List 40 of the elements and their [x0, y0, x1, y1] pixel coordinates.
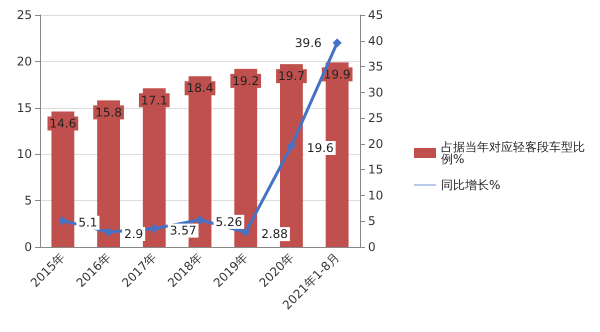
data-label: 3.57: [170, 224, 197, 238]
data-label: 18.4: [186, 81, 214, 96]
y-tick-label: 15: [16, 100, 32, 115]
bar: [142, 88, 166, 247]
point: [58, 216, 68, 226]
point: [332, 38, 342, 48]
data-label: 14.6: [50, 116, 76, 131]
data-label: 39.6: [294, 36, 322, 50]
data-label: 19.6: [306, 140, 334, 155]
data-label: 2.88: [261, 227, 288, 242]
bar: [51, 112, 74, 247]
y2-tick-label: 45: [368, 8, 384, 22]
y-tick-label: 5: [24, 194, 32, 208]
y2-tick-label: 0: [368, 240, 376, 254]
data-label: 15.8: [95, 105, 122, 120]
y2-tick-label: 10: [368, 188, 384, 202]
y2-tick-label: 15: [368, 162, 384, 177]
data-label: 19.2: [232, 74, 260, 88]
y2-tick-label: 40: [368, 34, 384, 48]
y-tick-label: 20: [16, 54, 32, 68]
y2-tick-label: 5: [368, 214, 376, 228]
bar: [97, 100, 120, 247]
point: [241, 228, 250, 237]
data-label: 17.1: [140, 93, 168, 108]
y-tick-label: 10: [16, 147, 32, 162]
y2-tick-label: 25: [368, 111, 384, 126]
legend-label: 同比增长%: [441, 178, 500, 192]
y-tick-label: 25: [16, 8, 32, 22]
y2-tick-label: 20: [368, 136, 384, 151]
y2-tick-label: 30: [368, 85, 384, 100]
y2-tick-label: 35: [368, 60, 384, 74]
point: [286, 141, 296, 150]
y-tick-label: 0: [24, 240, 32, 254]
data-label: 19.9: [324, 67, 350, 82]
data-label: 5.1: [78, 216, 98, 230]
data-label: 2.9: [124, 227, 144, 242]
point: [196, 215, 204, 224]
data-label: 19.7: [278, 69, 305, 84]
data-label: 5.26: [216, 214, 242, 229]
legend-label: 占据当年对应轻客段车型比例%: [441, 140, 585, 166]
